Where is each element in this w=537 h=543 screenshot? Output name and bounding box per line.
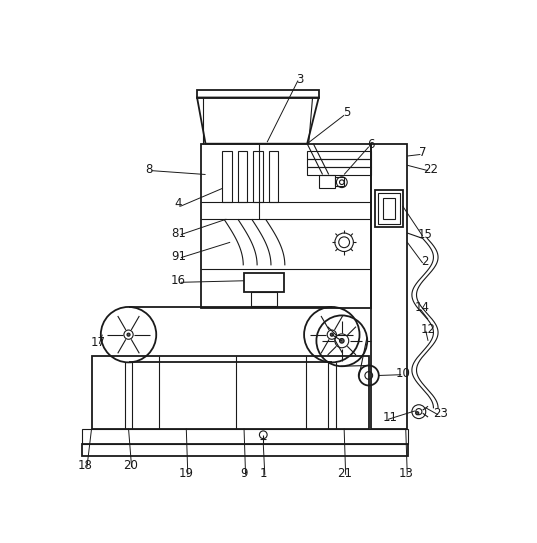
Bar — [244, 273, 284, 292]
Text: 21: 21 — [337, 467, 352, 480]
Text: 1: 1 — [259, 467, 267, 480]
Bar — [253, 151, 263, 202]
Text: 22: 22 — [423, 162, 438, 175]
Text: 2: 2 — [421, 255, 429, 268]
Bar — [371, 144, 407, 428]
Text: 12: 12 — [420, 323, 436, 336]
Bar — [307, 151, 371, 159]
Circle shape — [339, 338, 344, 343]
Text: 16: 16 — [171, 274, 186, 287]
Text: 14: 14 — [415, 301, 430, 314]
Bar — [92, 356, 369, 428]
Bar — [238, 151, 247, 202]
Text: 18: 18 — [78, 459, 93, 472]
Bar — [320, 174, 335, 188]
Text: 4: 4 — [175, 197, 183, 210]
Text: 9: 9 — [240, 467, 248, 480]
Bar — [201, 144, 371, 308]
Circle shape — [127, 333, 130, 336]
Bar — [251, 292, 277, 306]
Text: 19: 19 — [179, 467, 194, 480]
Bar — [307, 167, 371, 174]
Bar — [383, 198, 395, 219]
Bar — [268, 151, 278, 202]
Text: 8: 8 — [146, 162, 153, 175]
Text: 15: 15 — [418, 228, 432, 241]
Bar — [307, 159, 371, 167]
Bar — [375, 190, 403, 227]
Text: 20: 20 — [122, 459, 137, 472]
Bar — [222, 151, 231, 202]
Text: 81: 81 — [171, 226, 186, 239]
Text: 11: 11 — [383, 411, 398, 424]
Text: 17: 17 — [90, 336, 105, 349]
Text: 3: 3 — [296, 73, 303, 85]
Circle shape — [330, 333, 333, 336]
Text: 6: 6 — [367, 138, 375, 151]
Bar — [82, 428, 408, 444]
Bar — [197, 90, 319, 98]
Text: 91: 91 — [171, 250, 186, 263]
Text: 10: 10 — [396, 367, 411, 380]
Bar — [335, 177, 344, 186]
Text: 23: 23 — [433, 407, 448, 420]
Bar — [82, 444, 408, 456]
Text: 13: 13 — [398, 467, 413, 480]
Bar — [378, 193, 400, 224]
Text: 7: 7 — [419, 146, 426, 159]
Circle shape — [416, 412, 419, 415]
Text: 5: 5 — [344, 106, 351, 119]
